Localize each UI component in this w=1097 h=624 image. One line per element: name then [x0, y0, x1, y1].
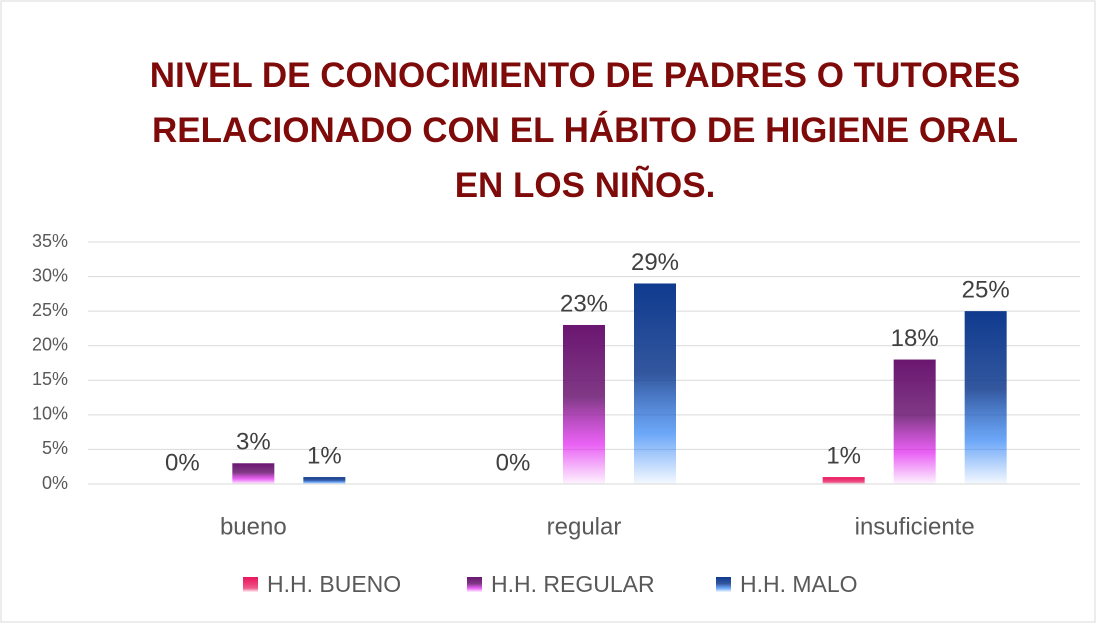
y-tick-label: 25% [32, 300, 68, 320]
y-tick-label: 5% [42, 438, 68, 458]
legend-swatch [716, 577, 731, 592]
x-tick-label: regular [547, 513, 622, 540]
legend-label: H.H. MALO [740, 571, 858, 597]
bar [303, 477, 346, 484]
data-label: 1% [307, 442, 342, 469]
x-tick-label: insuficiente [855, 513, 975, 540]
data-label: 18% [891, 325, 939, 352]
legend-label: H.H. BUENO [267, 571, 401, 597]
data-label: 25% [962, 276, 1010, 303]
y-tick-label: 15% [32, 369, 68, 389]
data-label: 1% [826, 442, 861, 469]
y-tick-label: 35% [32, 231, 68, 251]
bar [822, 477, 865, 484]
bar [893, 359, 936, 484]
x-tick-label: bueno [220, 513, 287, 540]
legend-swatch [467, 577, 482, 592]
bar [634, 283, 676, 484]
data-label: 29% [631, 249, 679, 276]
data-label: 3% [236, 429, 271, 456]
chart-title: NIVEL DE CONOCIMIENTO DE PADRES O TUTORE… [149, 56, 1021, 205]
legend-swatch [243, 577, 258, 592]
legend-label: H.H. REGULAR [491, 571, 655, 597]
data-label: 23% [560, 290, 608, 317]
bar [563, 324, 605, 484]
data-label: 0% [496, 449, 531, 476]
data-label: 0% [165, 449, 200, 476]
y-tick-label: 10% [32, 404, 68, 424]
y-tick-label: 0% [42, 473, 68, 493]
bar [964, 311, 1007, 484]
y-tick-label: 30% [32, 265, 68, 285]
y-tick-label: 20% [32, 334, 68, 354]
bar [232, 463, 275, 484]
